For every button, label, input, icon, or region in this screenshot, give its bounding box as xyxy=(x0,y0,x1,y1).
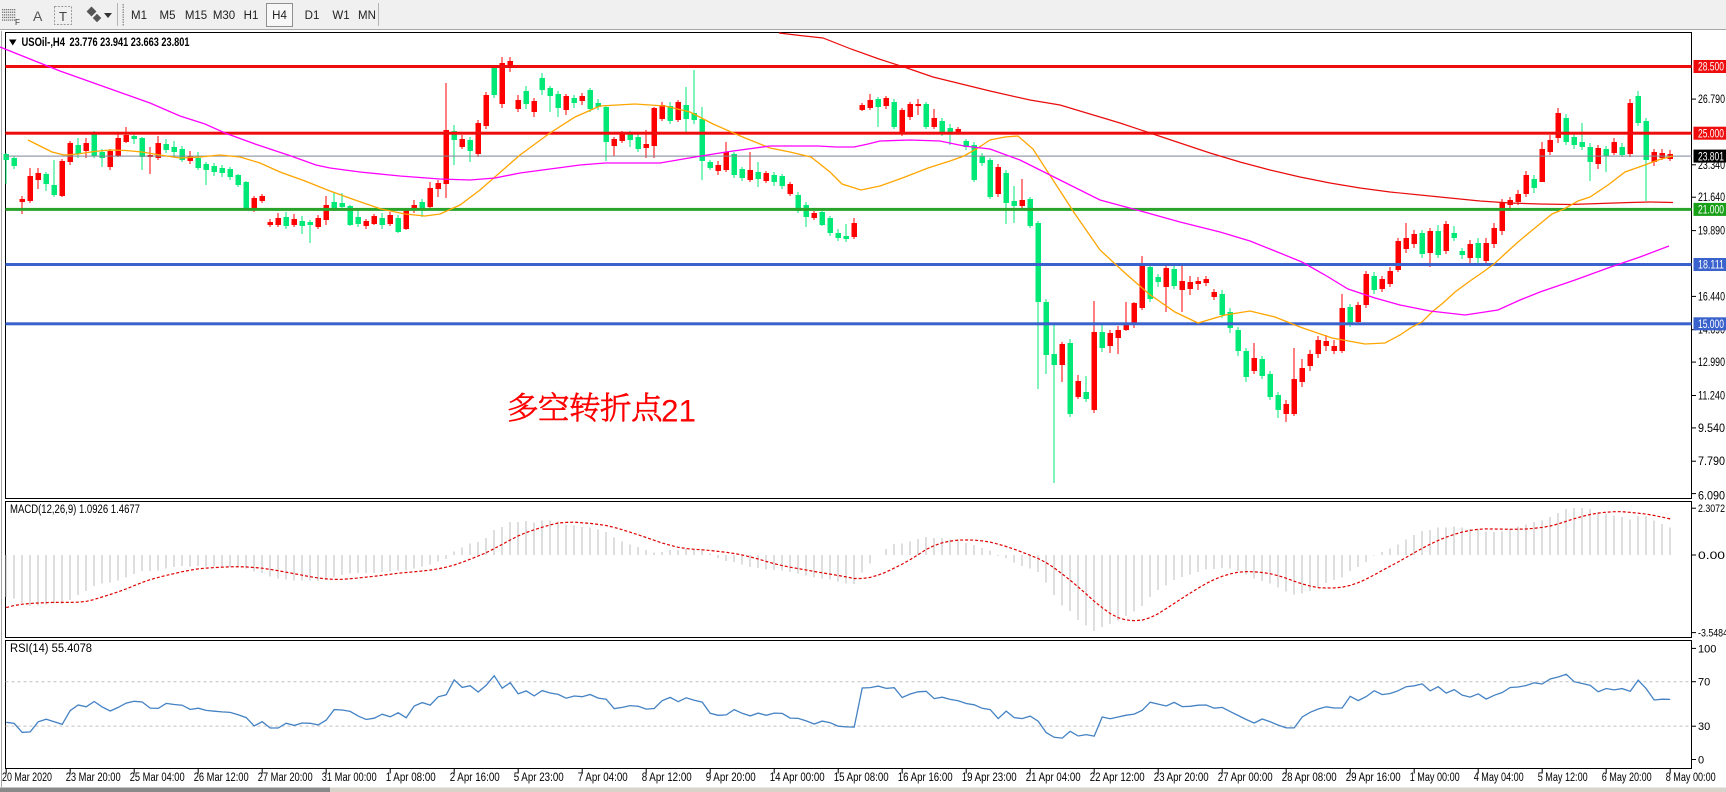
svg-text:22 Apr 12:00: 22 Apr 12:00 xyxy=(1090,772,1145,784)
svg-text:0: 0 xyxy=(1698,755,1704,767)
svg-text:11.240: 11.240 xyxy=(1698,391,1725,403)
svg-text:26 Mar 12:00: 26 Mar 12:00 xyxy=(194,772,249,784)
svg-text:M1: M1 xyxy=(131,10,147,22)
svg-text:9 Apr 20:00: 9 Apr 20:00 xyxy=(706,772,756,784)
svg-text:7.790: 7.790 xyxy=(1698,456,1725,468)
svg-text:0.00: 0.00 xyxy=(1698,550,1725,562)
svg-text:70: 70 xyxy=(1698,677,1710,689)
svg-text:6.090: 6.090 xyxy=(1698,491,1725,503)
svg-text:F: F xyxy=(15,18,20,27)
svg-text:27 Apr 00:00: 27 Apr 00:00 xyxy=(1218,772,1273,784)
svg-text:20 Mar 2020: 20 Mar 2020 xyxy=(2,772,52,784)
svg-text:H4: H4 xyxy=(272,10,287,22)
svg-text:29 Apr 16:00: 29 Apr 16:00 xyxy=(1346,772,1401,784)
svg-text:H1: H1 xyxy=(244,10,259,22)
svg-text:27 Mar 20:00: 27 Mar 20:00 xyxy=(258,772,313,784)
svg-text:MN: MN xyxy=(358,10,376,22)
svg-text:23 Apr 20:00: 23 Apr 20:00 xyxy=(1154,772,1209,784)
svg-text:9.540: 9.540 xyxy=(1698,423,1725,435)
svg-text:12.990: 12.990 xyxy=(1698,357,1725,369)
svg-text:23.340: 23.340 xyxy=(1698,160,1725,172)
svg-text:M15: M15 xyxy=(185,10,207,22)
svg-text:28.500: 28.500 xyxy=(1698,62,1724,74)
svg-text:RSI(14) 55.4078: RSI(14) 55.4078 xyxy=(10,643,92,655)
svg-text:D1: D1 xyxy=(305,10,320,22)
svg-text:23.801: 23.801 xyxy=(1698,151,1724,163)
svg-text:16.440: 16.440 xyxy=(1698,291,1725,303)
svg-text:100: 100 xyxy=(1698,643,1716,655)
svg-text:31 Mar 00:00: 31 Mar 00:00 xyxy=(322,772,377,784)
svg-text:6 May 20:00: 6 May 20:00 xyxy=(1602,772,1652,784)
svg-text:A: A xyxy=(33,8,43,24)
svg-text:25 Mar 04:00: 25 Mar 04:00 xyxy=(130,772,185,784)
svg-text:26.790: 26.790 xyxy=(1698,94,1725,106)
svg-text:23.776 23.941 23.663 23.801: 23.776 23.941 23.663 23.801 xyxy=(70,37,190,49)
svg-text:MACD(12,26,9) 1.0926 1.4677: MACD(12,26,9) 1.0926 1.4677 xyxy=(10,504,140,516)
svg-text:1 May 00:00: 1 May 00:00 xyxy=(1410,772,1460,784)
svg-text:4 May 04:00: 4 May 04:00 xyxy=(1474,772,1524,784)
svg-text:USOil-,H4: USOil-,H4 xyxy=(22,37,66,49)
svg-text:5 May 12:00: 5 May 12:00 xyxy=(1538,772,1588,784)
svg-text:25.000: 25.000 xyxy=(1698,128,1724,140)
svg-text:15 Apr 08:00: 15 Apr 08:00 xyxy=(834,772,889,784)
svg-text:30: 30 xyxy=(1698,721,1710,733)
svg-text:7 Apr 04:00: 7 Apr 04:00 xyxy=(578,772,628,784)
svg-text:16 Apr 16:00: 16 Apr 16:00 xyxy=(898,772,953,784)
svg-text:5 Apr 23:00: 5 Apr 23:00 xyxy=(514,772,564,784)
svg-text:W1: W1 xyxy=(332,10,349,22)
svg-text:T: T xyxy=(59,9,67,24)
svg-text:21: 21 xyxy=(661,393,696,429)
svg-text:8 May 00:00: 8 May 00:00 xyxy=(1666,772,1716,784)
svg-text:2.3072: 2.3072 xyxy=(1698,503,1725,515)
svg-text:14 Apr 00:00: 14 Apr 00:00 xyxy=(770,772,825,784)
svg-text:2 Apr 16:00: 2 Apr 16:00 xyxy=(450,772,500,784)
svg-text:1 Apr 08:00: 1 Apr 08:00 xyxy=(386,772,436,784)
svg-text:28 Apr 08:00: 28 Apr 08:00 xyxy=(1282,772,1337,784)
svg-text:19 Apr 23:00: 19 Apr 23:00 xyxy=(962,772,1017,784)
svg-text:8 Apr 12:00: 8 Apr 12:00 xyxy=(642,772,692,784)
svg-text:-3.5484: -3.5484 xyxy=(1698,628,1726,640)
svg-text:21 Apr 04:00: 21 Apr 04:00 xyxy=(1026,772,1081,784)
svg-text:15.000: 15.000 xyxy=(1698,319,1724,331)
svg-text:19.890: 19.890 xyxy=(1698,226,1725,238)
svg-text:M30: M30 xyxy=(213,10,235,22)
svg-text:21.000: 21.000 xyxy=(1698,205,1724,217)
svg-text:M5: M5 xyxy=(160,10,176,22)
svg-text:21.640: 21.640 xyxy=(1698,192,1725,204)
svg-text:18.111: 18.111 xyxy=(1698,260,1724,272)
svg-text:23 Mar 20:00: 23 Mar 20:00 xyxy=(66,772,121,784)
